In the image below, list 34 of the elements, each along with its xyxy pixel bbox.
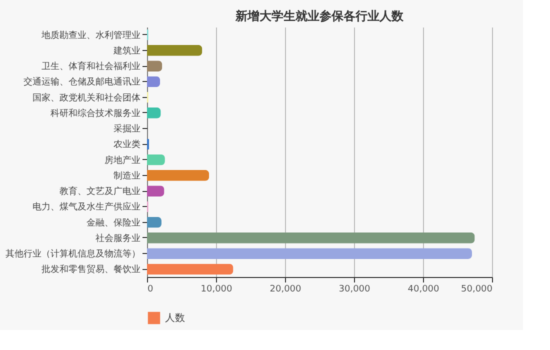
bar <box>147 44 202 56</box>
y-tick-label: 采掘业 <box>114 124 140 135</box>
bar <box>147 248 472 260</box>
y-tick-label: 科研和综合技术服务业 <box>50 108 140 119</box>
y-tick-label: 房地产业 <box>104 154 140 166</box>
x-tick-label: 30,000 <box>338 284 371 294</box>
x-tick-label: 40,000 <box>408 284 440 294</box>
bar <box>147 170 210 181</box>
x-tick-label: 0 <box>148 284 154 294</box>
chart-title: 新增大学生就业参保各行业人数 <box>234 9 404 23</box>
bar <box>147 154 165 166</box>
x-tick-label: 10,000 <box>200 284 233 294</box>
y-tick-label: 其他行业（计算机信息及物流等） <box>6 248 140 260</box>
y-tick-label: 制造业 <box>114 170 140 182</box>
y-tick-label: 电力、煤气及水生产供应业 <box>32 202 140 213</box>
bar <box>147 232 475 244</box>
y-tick-label: 卫生、体育和社会福利业 <box>42 61 140 72</box>
x-tick-label: 50,000 <box>461 284 493 294</box>
bar <box>147 60 162 72</box>
y-tick-label: 社会服务业 <box>96 232 140 244</box>
y-tick-label: 交通运输、仓储及邮电通讯业 <box>24 76 140 88</box>
y-tick-label: 金融、保险业 <box>86 217 140 228</box>
y-tick-label: 教育、文艺及广电业 <box>60 186 140 198</box>
y-tick-label: 农业类 <box>114 139 140 150</box>
y-tick-label: 国家、政党机关和社会团体 <box>32 92 140 104</box>
y-tick-label: 建筑业 <box>112 45 140 56</box>
y-tick-label: 批发和零售贸易、餐饮业 <box>42 264 140 276</box>
bar <box>147 107 161 118</box>
bar <box>147 264 234 275</box>
bar <box>147 76 160 88</box>
legend-label: 人数 <box>165 313 185 324</box>
bar <box>147 186 164 197</box>
x-tick-label: 20,000 <box>270 284 302 294</box>
y-tick-label: 地质勘查业、水利管理业 <box>40 30 140 41</box>
